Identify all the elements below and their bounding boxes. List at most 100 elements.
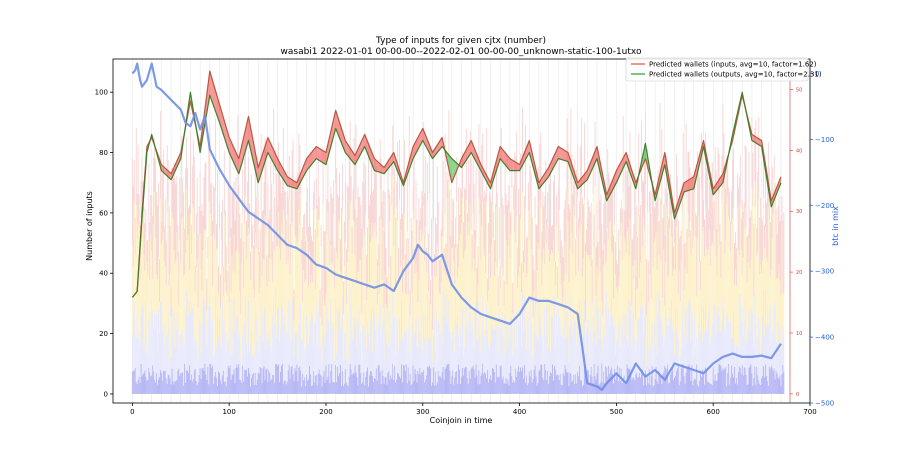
bar-middle bbox=[305, 353, 307, 386]
bar-bottom bbox=[521, 371, 522, 394]
bar-upper bbox=[670, 214, 672, 317]
bar-bottom bbox=[783, 372, 785, 394]
bar-middle bbox=[659, 300, 661, 376]
bar-bottom bbox=[204, 363, 206, 394]
bar-middle bbox=[311, 313, 313, 386]
bar-bottom bbox=[174, 381, 176, 394]
bar-upper bbox=[742, 257, 744, 335]
bar-top bbox=[313, 180, 315, 210]
bar-middle bbox=[234, 331, 236, 384]
bar-upper bbox=[210, 214, 212, 306]
bar-top bbox=[175, 184, 177, 260]
bar-top bbox=[674, 214, 675, 243]
bar-upper bbox=[569, 248, 571, 328]
bar-middle bbox=[537, 340, 539, 383]
bar-bottom bbox=[373, 377, 375, 394]
bar-top bbox=[442, 160, 444, 237]
bar-upper bbox=[556, 298, 558, 335]
bar-upper bbox=[413, 219, 415, 338]
bar-top bbox=[754, 128, 756, 183]
bar-upper bbox=[219, 228, 220, 320]
bar-middle bbox=[146, 353, 148, 381]
bar-top bbox=[346, 184, 348, 263]
bar-top bbox=[692, 174, 694, 249]
bar-upper bbox=[291, 222, 293, 303]
bar-bottom bbox=[613, 368, 615, 394]
bar-bottom bbox=[659, 375, 661, 394]
bar-top bbox=[158, 182, 159, 258]
bar-upper bbox=[139, 280, 141, 345]
bar-middle bbox=[145, 301, 147, 377]
y2-tick-label: 20 bbox=[796, 270, 802, 276]
bar-upper bbox=[412, 210, 414, 299]
bar-top bbox=[595, 247, 597, 296]
bar-bottom bbox=[741, 365, 743, 394]
bar-top bbox=[433, 254, 435, 277]
bar-bottom bbox=[447, 363, 449, 394]
bar-bottom bbox=[551, 373, 552, 394]
bar-bottom bbox=[681, 364, 683, 394]
bar-top bbox=[622, 115, 624, 193]
difference-area bbox=[363, 134, 365, 149]
bar-middle bbox=[572, 333, 574, 381]
bar-top bbox=[716, 229, 718, 277]
difference-area bbox=[374, 158, 376, 171]
bar-upper bbox=[502, 276, 504, 336]
bar-upper bbox=[703, 226, 704, 308]
bar-upper bbox=[361, 313, 363, 363]
bar-bottom bbox=[748, 367, 750, 394]
bar-top bbox=[145, 209, 147, 232]
bar-top bbox=[709, 177, 711, 266]
bar-bottom bbox=[325, 365, 327, 394]
bar-top bbox=[474, 230, 476, 272]
bar-top bbox=[327, 163, 329, 212]
bar-middle bbox=[638, 319, 640, 377]
bar-upper bbox=[264, 215, 266, 307]
bar-upper bbox=[623, 237, 625, 336]
bar-middle bbox=[588, 357, 590, 385]
bar-middle bbox=[150, 326, 152, 377]
bar-top bbox=[593, 214, 595, 248]
bar-top bbox=[336, 168, 338, 253]
bar-middle bbox=[728, 321, 730, 364]
bar-top bbox=[196, 177, 198, 259]
bar-middle bbox=[619, 346, 621, 381]
bar-upper bbox=[451, 247, 453, 340]
difference-area bbox=[260, 158, 262, 177]
bar-middle bbox=[460, 328, 461, 384]
difference-area bbox=[454, 161, 456, 176]
bar-upper bbox=[384, 274, 386, 308]
bar-upper bbox=[559, 263, 561, 322]
bar-upper bbox=[256, 198, 258, 314]
x-tick-label: 600 bbox=[707, 408, 720, 416]
bar-top bbox=[248, 157, 249, 229]
bar-bottom bbox=[410, 384, 412, 394]
bar-top bbox=[461, 191, 462, 224]
difference-area bbox=[325, 151, 326, 165]
bar-middle bbox=[780, 350, 782, 387]
bar-upper bbox=[196, 258, 198, 347]
bar-top bbox=[278, 142, 279, 212]
difference-area bbox=[313, 148, 315, 163]
difference-area bbox=[308, 154, 310, 169]
bar-bottom bbox=[371, 371, 372, 394]
bar-middle bbox=[233, 297, 235, 369]
difference-area bbox=[441, 137, 443, 148]
bar-top bbox=[250, 174, 252, 249]
bar-middle bbox=[215, 294, 217, 372]
bar-upper bbox=[268, 282, 270, 338]
bar-top bbox=[166, 145, 168, 213]
bar-upper bbox=[756, 255, 758, 340]
bar-middle bbox=[485, 330, 487, 374]
bar-bottom bbox=[401, 364, 402, 394]
bar-middle bbox=[177, 310, 179, 371]
bar-top bbox=[759, 217, 761, 276]
bar-top bbox=[165, 241, 167, 285]
bar-upper bbox=[770, 269, 772, 341]
bar-middle bbox=[548, 346, 550, 384]
bar-top bbox=[409, 289, 411, 315]
difference-area bbox=[615, 170, 617, 185]
bar-middle bbox=[258, 353, 260, 374]
bar-upper bbox=[205, 230, 207, 326]
bar-upper bbox=[387, 198, 389, 297]
